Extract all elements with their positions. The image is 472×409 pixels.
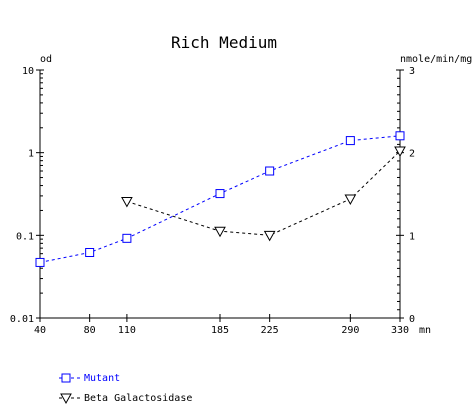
x-tick-label: 40 <box>34 325 46 336</box>
legend-marker-square <box>61 373 71 383</box>
data-point-square <box>122 233 132 243</box>
data-point-square <box>345 136 355 146</box>
x-axis-unit-label: mn <box>419 325 431 336</box>
x-tick-label: 110 <box>118 325 136 336</box>
right-axis-label: nmole/min/mg <box>400 54 472 65</box>
data-point-square <box>85 247 95 257</box>
chart-title: Rich Medium <box>171 33 277 52</box>
legend: Mutant Beta Galactosidase <box>59 373 192 405</box>
series-line <box>39 135 401 263</box>
series-mutant <box>35 131 405 267</box>
left-tick-label: 0.01 <box>10 314 34 325</box>
data-point-triangle <box>394 146 406 158</box>
legend-item: Mutant <box>59 373 120 384</box>
left-tick-label: 10 <box>22 66 34 77</box>
data-point-triangle <box>121 196 133 208</box>
x-tick-label: 290 <box>341 325 359 336</box>
data-point-triangle <box>214 226 226 238</box>
series-beta-galactosidase <box>121 146 406 242</box>
series-layer <box>35 131 406 267</box>
right-tick-label: 0 <box>409 314 415 325</box>
left-tick-label: 1 <box>28 149 34 160</box>
data-point-triangle <box>263 230 276 242</box>
legend-marker-triangle <box>60 393 72 405</box>
x-tick-label: 80 <box>84 325 96 336</box>
left-tick-label: 0.1 <box>16 231 34 242</box>
right-tick-label: 3 <box>409 66 415 77</box>
left-axis-ticks: 0.01 0.1 1 10 <box>10 66 44 325</box>
legend-label: Beta Galactosidase <box>84 393 192 404</box>
data-point-square <box>35 257 45 267</box>
x-axis-ticks: 40 80 110 185 225 290 330 <box>34 314 409 336</box>
right-axis-ticks: 0 1 2 3 <box>396 66 415 325</box>
legend-label: Mutant <box>84 373 120 384</box>
right-tick-label: 2 <box>409 149 415 160</box>
data-point-square <box>265 166 275 176</box>
legend-item: Beta Galactosidase <box>59 393 192 405</box>
x-tick-label: 330 <box>391 325 409 336</box>
data-point-triangle <box>344 194 357 205</box>
series-line <box>126 150 401 236</box>
right-tick-label: 1 <box>409 231 415 242</box>
left-axis-label: od <box>40 54 52 65</box>
data-point-square <box>215 189 225 199</box>
data-point-square <box>395 131 405 141</box>
x-tick-label: 185 <box>211 325 229 336</box>
x-tick-label: 225 <box>261 325 279 336</box>
